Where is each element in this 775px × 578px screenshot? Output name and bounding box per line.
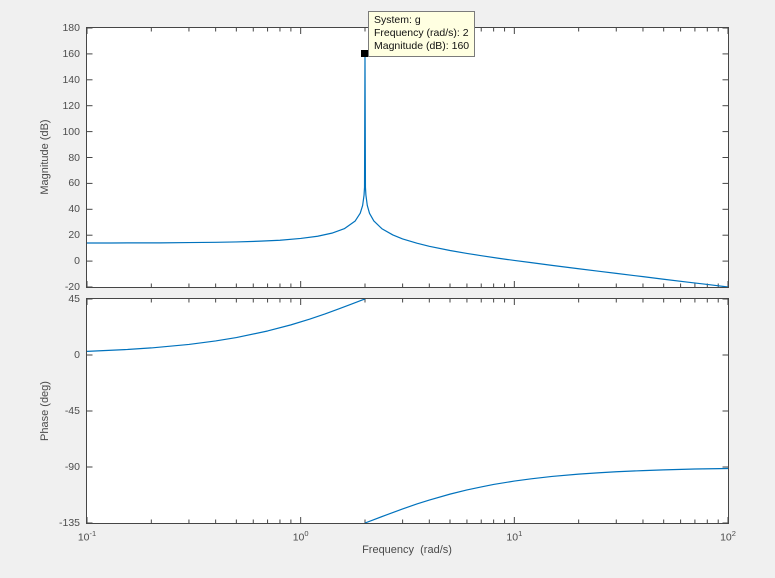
magnitude-plot-canvas — [87, 28, 728, 287]
mag-y-tick-label: 100 — [62, 125, 80, 138]
mag-y-tick-label: 160 — [62, 47, 80, 60]
mag-y-tick-label: 0 — [74, 255, 80, 268]
tick-marks — [87, 299, 728, 523]
phase-y-tick-label: -135 — [58, 517, 80, 529]
magnitude-plot[interactable] — [86, 27, 729, 288]
x-tick-label: 101 — [506, 529, 523, 544]
datatip-line-frequency: Frequency (rad/s): 2 — [374, 27, 469, 39]
phase-y-tick-label: -90 — [64, 461, 80, 473]
tick-marks — [87, 28, 728, 287]
frequency-axis-label: Frequency (rad/s) — [362, 544, 452, 556]
x-tick-label: 10-1 — [77, 529, 97, 544]
x-tick-label: 102 — [720, 529, 736, 544]
phase-plot[interactable] — [86, 298, 729, 524]
phase-y-tick-label: 0 — [74, 349, 80, 361]
mag-y-tick-label: 40 — [68, 203, 80, 216]
mag-y-tick-label: 140 — [62, 73, 80, 86]
x-tick-label: 100 — [292, 529, 309, 544]
mag-y-tick-label: 20 — [68, 229, 80, 242]
phase-curve-segment-1[interactable] — [87, 299, 366, 352]
mag-y-tick-label: 180 — [62, 22, 80, 34]
phase-plot-canvas — [87, 299, 728, 523]
phase-y-tick-label: 45 — [68, 293, 80, 305]
datatip-line-system: System: g — [374, 14, 421, 26]
phase-curve-segment-2[interactable] — [364, 467, 728, 523]
mag-y-tick-label: -20 — [64, 281, 80, 293]
phase-y-tick-label: -45 — [64, 405, 80, 417]
mag-y-tick-label: 60 — [68, 177, 80, 190]
datatip-line-magnitude: Magnitude (dB): 160 — [374, 40, 470, 52]
datatip-marker[interactable] — [361, 50, 369, 58]
datatip[interactable]: System: g Frequency (rad/s): 2 Magnitude… — [368, 11, 476, 57]
mag-y-tick-label: 120 — [62, 99, 80, 112]
magnitude-curve[interactable] — [87, 53, 728, 287]
mag-y-tick-label: 80 — [68, 151, 80, 164]
